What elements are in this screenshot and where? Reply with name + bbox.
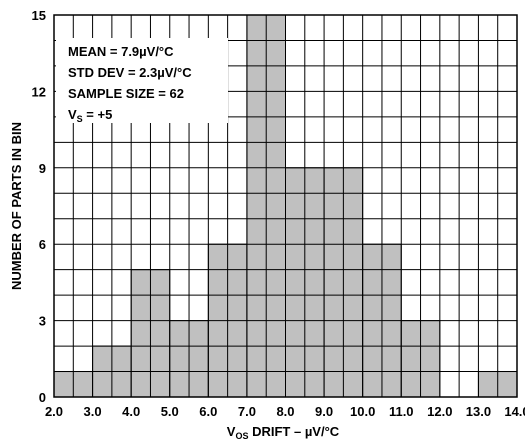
y-tick-label: 3 bbox=[39, 314, 46, 329]
x-tick-label: 2.0 bbox=[45, 404, 63, 419]
x-tick-labels: 2.0 3.0 4.0 5.0 6.0 7.0 8.0 9.0 10.0 11.0 12.0 13.0… bbox=[45, 404, 525, 419]
x-tick-label: 9.0 bbox=[315, 404, 333, 419]
x-tick-label: 11.0 bbox=[389, 404, 414, 419]
y-tick-label: 9 bbox=[39, 161, 46, 176]
x-tick-label: 5.0 bbox=[161, 404, 179, 419]
grid-group bbox=[54, 15, 517, 397]
x-axis-label-sub: OS bbox=[235, 431, 248, 441]
y-tick-label: 15 bbox=[32, 8, 46, 23]
x-tick-label: 13.0 bbox=[466, 404, 491, 419]
y-tick-label: 0 bbox=[39, 390, 46, 405]
x-axis-label-rest: DRIFT – µV/°C bbox=[248, 424, 339, 439]
annotation-vs-rest: = +5 bbox=[83, 107, 113, 122]
x-tick-label: 6.0 bbox=[199, 404, 217, 419]
annotation-vs-main: V bbox=[68, 107, 77, 122]
x-tick-label: 4.0 bbox=[122, 404, 140, 419]
annotation-vs: VS = +5 bbox=[68, 107, 112, 124]
x-tick-label: 12.0 bbox=[427, 404, 452, 419]
x-axis-label: VOS DRIFT – µV/°C bbox=[227, 424, 340, 441]
x-tick-label: 14.0 bbox=[504, 404, 525, 419]
x-tick-label: 7.0 bbox=[238, 404, 256, 419]
annotation-box bbox=[56, 38, 228, 123]
x-tick-label: 3.0 bbox=[84, 404, 102, 419]
x-tick-label: 8.0 bbox=[276, 404, 294, 419]
x-tick-label: 10.0 bbox=[350, 404, 375, 419]
y-tick-label: 12 bbox=[32, 84, 46, 99]
annotation-std-dev: STD DEV = 2.3µV/°C bbox=[68, 65, 192, 80]
y-tick-label: 6 bbox=[39, 237, 46, 252]
y-tick-labels: 0 3 6 9 12 15 bbox=[32, 8, 46, 405]
annotation-mean: MEAN = 7.9µV/°C bbox=[68, 44, 174, 59]
annotation-vs-sub: S bbox=[77, 114, 83, 124]
x-axis-label-main: V bbox=[227, 424, 236, 439]
annotation-sample-size: SAMPLE SIZE = 62 bbox=[68, 86, 184, 101]
y-axis-label: NUMBER OF PARTS IN BIN bbox=[9, 122, 24, 290]
plot-frame bbox=[53, 14, 518, 398]
